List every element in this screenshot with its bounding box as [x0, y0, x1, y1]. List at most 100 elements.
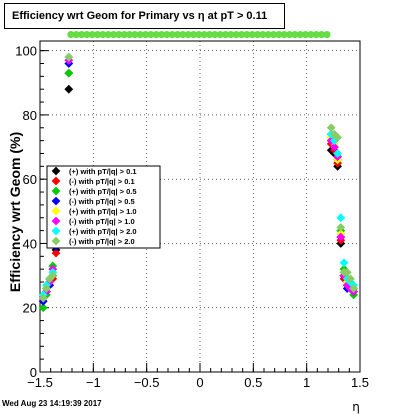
axes: −1.5 −1 −0.5 0 0.5 1 1.5 0 20 40 60 80 100 — [15, 44, 369, 390]
data-point — [64, 84, 74, 94]
data-point — [51, 248, 61, 258]
data-point — [110, 30, 118, 39]
chart-title: Efficiency wrt Geom for Primary vs η at … — [4, 3, 285, 29]
x-tick-label: 1 — [303, 375, 310, 390]
data-point — [227, 30, 235, 39]
data-point — [184, 30, 192, 39]
data-point — [238, 30, 246, 39]
x-tick-label: −0.5 — [134, 375, 160, 390]
data-point — [326, 123, 336, 133]
data-point — [336, 232, 346, 242]
data-point — [291, 30, 299, 39]
series-reference — [67, 30, 331, 39]
data-point — [216, 30, 224, 39]
data-point — [163, 30, 171, 39]
data-point — [302, 30, 310, 39]
data-point — [270, 30, 278, 39]
y-axis-label: Efficiency wrt Geom (%) — [7, 132, 23, 292]
legend-label: (-) with pT/|q| > 2.0 — [69, 237, 135, 246]
data-point — [280, 30, 288, 39]
data-point — [131, 30, 139, 39]
data-point — [339, 258, 349, 268]
data-point — [275, 30, 283, 39]
data-point — [323, 30, 331, 39]
y-tick-label: 100 — [15, 44, 37, 59]
data-point — [147, 30, 155, 39]
data-point — [174, 30, 182, 39]
data-point — [64, 68, 74, 78]
data-point — [179, 30, 187, 39]
y-tick-label: 40 — [23, 236, 37, 251]
legend-label: (+) with pT/|q| > 2.0 — [69, 227, 137, 236]
legend-marker — [51, 176, 61, 186]
data-point — [346, 274, 355, 284]
y-tick-label: 60 — [23, 172, 37, 187]
data-point — [99, 30, 107, 39]
data-point — [72, 30, 80, 39]
data-point — [67, 30, 75, 39]
data-point — [42, 284, 51, 293]
legend: (+) with pT/|q| > 0.1(-) with pT/|q| > 0… — [46, 165, 161, 249]
data-point — [48, 271, 58, 280]
data-point — [64, 52, 74, 62]
x-tick-label: 1.5 — [351, 375, 369, 390]
y-tick-label: 0 — [30, 365, 37, 380]
data-point — [259, 30, 267, 39]
legend-label: (+) with pT/|q| > 0.5 — [69, 187, 137, 196]
legend-marker — [51, 236, 61, 246]
data-point — [333, 133, 342, 142]
data-point — [222, 30, 230, 39]
data-point — [254, 30, 262, 39]
x-tick-label: 0 — [196, 375, 203, 390]
data-point — [264, 30, 272, 39]
data-point — [152, 30, 160, 39]
data-point — [158, 30, 166, 39]
legend-marker — [51, 196, 61, 206]
data-point — [248, 30, 256, 39]
legend-label: (-) with pT/|q| > 0.1 — [69, 177, 135, 186]
legend-label: (+) with pT/|q| > 1.0 — [69, 207, 137, 216]
legend-marker — [51, 216, 61, 226]
data-point — [94, 30, 102, 39]
data-point — [333, 149, 342, 158]
legend-marker — [51, 226, 61, 236]
x-axis-label: η — [352, 400, 360, 414]
data-point — [336, 222, 346, 232]
y-tick-label: 20 — [23, 301, 37, 316]
data-point — [330, 142, 339, 152]
legend-marker — [51, 206, 61, 216]
data-point — [38, 293, 48, 303]
x-tick-label: −1 — [86, 375, 101, 390]
data-point — [211, 30, 219, 39]
data-point — [312, 30, 320, 39]
data-point — [104, 30, 112, 39]
data-point — [83, 30, 91, 39]
legend-label: (-) with pT/|q| > 0.5 — [69, 197, 135, 206]
data-point — [296, 30, 304, 39]
data-point — [136, 30, 144, 39]
data-point — [168, 30, 176, 39]
x-tick-label: −1.5 — [27, 375, 53, 390]
data-point — [286, 30, 294, 39]
legend-marker — [51, 186, 61, 196]
data-point — [200, 30, 208, 39]
timestamp: Wed Aug 23 14:19:39 2017 — [2, 399, 102, 408]
data-point — [115, 30, 123, 39]
data-point — [190, 30, 198, 39]
data-point — [195, 30, 203, 39]
data-point — [232, 30, 240, 39]
data-point — [307, 30, 315, 39]
data-point — [349, 284, 358, 293]
data-point — [243, 30, 251, 39]
grid-lines — [40, 41, 360, 372]
legend-box — [46, 165, 161, 249]
legend-marker — [51, 166, 61, 176]
data-point — [88, 30, 96, 39]
data-point — [206, 30, 214, 39]
data-point — [342, 267, 352, 277]
data-point — [120, 30, 128, 39]
legend-label: (+) with pT/|q| > 0.1 — [69, 167, 137, 176]
data-point — [318, 30, 326, 39]
x-tick-label: 0.5 — [244, 375, 262, 390]
